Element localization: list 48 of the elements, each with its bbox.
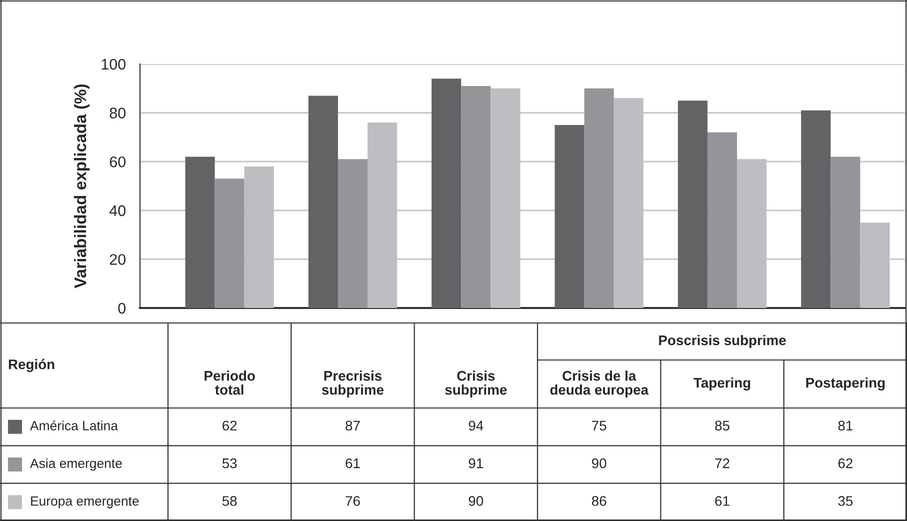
y-tick-label: 20 (110, 254, 126, 265)
y-tick-label: 60 (110, 156, 126, 168)
data-label: 62 (222, 420, 237, 431)
y-tick-label: 80 (110, 108, 126, 118)
data-label: 35 (838, 496, 853, 506)
data-label: 72 (715, 458, 730, 468)
legend-title: Región (8, 358, 54, 372)
data-label: 76 (346, 496, 360, 506)
bar (678, 100, 708, 308)
y-tick-label: 40 (109, 205, 126, 216)
bar (461, 86, 491, 308)
data-label: 90 (592, 458, 606, 468)
bar (432, 78, 462, 308)
legend-label: Asia emergente (30, 458, 122, 471)
bar (308, 96, 338, 308)
x-tick-label: Postapering (806, 377, 885, 391)
x-tick-label: Crisis subprime (445, 370, 507, 398)
data-label: 61 (346, 458, 360, 468)
text: Poscrisis subprime (659, 335, 786, 348)
bar (707, 132, 738, 308)
data-label: 87 (346, 420, 360, 431)
bar (554, 125, 584, 308)
bar (338, 159, 368, 308)
y-tick-label: 0 (118, 302, 126, 314)
x-tick-label: Precrisis subprime (322, 370, 384, 398)
y-tick-label: 100 (102, 58, 126, 70)
data-label: 91 (468, 458, 483, 468)
data-label: 85 (715, 420, 730, 431)
data-label: 58 (222, 496, 237, 506)
bar (185, 156, 215, 308)
data-label: 81 (838, 420, 852, 431)
bar (801, 110, 831, 308)
y-axis-title: Variabilidad explicada (%) (74, 84, 90, 288)
data-label: 94 (468, 420, 484, 431)
bar (830, 156, 860, 308)
data-label: 61 (715, 496, 730, 506)
data-label: 75 (592, 420, 606, 431)
data-label: 62 (838, 458, 852, 468)
x-tick-label: Tapering (694, 377, 750, 391)
data-label: 86 (592, 496, 606, 506)
x-tick-label: Crisis de la deuda europea (550, 370, 649, 398)
bar (584, 88, 614, 308)
x-tick-label: Periodo total (204, 370, 255, 395)
data-label: 53 (222, 458, 237, 468)
legend-label: Europa emergente (31, 496, 139, 508)
data-label: 90 (468, 496, 484, 506)
legend-label: América Latina (30, 420, 118, 430)
bar (214, 178, 244, 308)
